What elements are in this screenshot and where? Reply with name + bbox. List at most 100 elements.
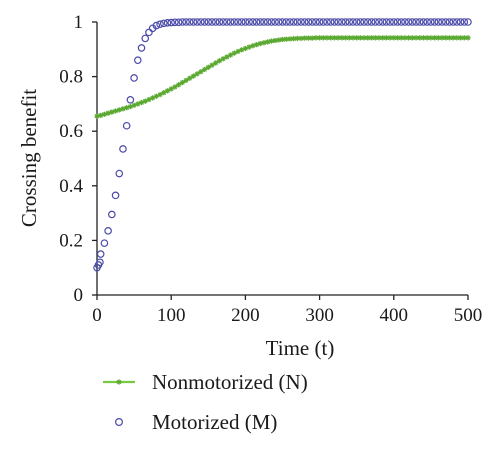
series-nonmotorized bbox=[94, 35, 471, 119]
nonmotorized-point bbox=[361, 35, 367, 41]
motorized-point bbox=[134, 56, 142, 65]
nonmotorized-point bbox=[261, 40, 267, 46]
nonmotorized-point bbox=[250, 43, 256, 49]
nonmotorized-point bbox=[98, 112, 104, 118]
motorized-point bbox=[156, 20, 164, 28]
motorized-point bbox=[319, 18, 328, 26]
motorized-point bbox=[456, 18, 465, 26]
nonmotorized-point bbox=[116, 107, 122, 113]
motorized-point bbox=[445, 18, 454, 26]
y-tick-label: 1 bbox=[74, 12, 84, 33]
nonmotorized-point bbox=[461, 35, 467, 41]
motorized-point bbox=[159, 19, 168, 28]
motorized-point bbox=[182, 18, 190, 26]
nonmotorized-point bbox=[179, 80, 185, 86]
motorized-point bbox=[185, 18, 194, 26]
motorized-point bbox=[315, 18, 324, 26]
motorized-point bbox=[297, 18, 305, 26]
motorized-point bbox=[260, 18, 268, 26]
motorized-point bbox=[438, 18, 446, 26]
motorized-point bbox=[430, 18, 439, 26]
nonmotorized-point bbox=[268, 38, 274, 44]
nonmotorized-line bbox=[96, 36, 468, 118]
motorized-point bbox=[204, 18, 213, 26]
motorized-point bbox=[252, 18, 261, 26]
y-tick-label: 0 bbox=[74, 285, 84, 306]
motorized-point bbox=[367, 18, 376, 26]
motorized-point bbox=[434, 18, 443, 26]
motorized-point bbox=[375, 18, 383, 26]
series-motorized bbox=[93, 18, 472, 272]
nonmotorized-point bbox=[101, 111, 108, 117]
motorized-point bbox=[145, 28, 153, 37]
nonmotorized-point bbox=[350, 35, 356, 41]
motorized-point bbox=[271, 18, 279, 26]
motorized-point bbox=[349, 18, 357, 26]
nonmotorized-point bbox=[265, 39, 271, 45]
nonmotorized-point bbox=[190, 73, 197, 79]
nonmotorized-point bbox=[120, 106, 126, 112]
motorized-point bbox=[104, 227, 112, 235]
motorized-point bbox=[96, 258, 104, 267]
motorized-point bbox=[234, 18, 242, 26]
x-tick-label: 500 bbox=[454, 305, 483, 326]
motorized-point bbox=[96, 250, 105, 258]
motorized-point bbox=[223, 18, 231, 26]
motorized-point bbox=[378, 18, 387, 26]
motorized-point bbox=[460, 18, 469, 26]
motorized-point bbox=[419, 18, 428, 26]
nonmotorized-point bbox=[94, 113, 100, 119]
nonmotorized-point bbox=[372, 35, 378, 41]
motorized-point bbox=[300, 18, 309, 26]
motorized-point bbox=[197, 18, 205, 26]
motorized-point bbox=[393, 18, 402, 26]
nonmotorized-point bbox=[198, 69, 204, 75]
nonmotorized-point bbox=[112, 108, 119, 114]
nonmotorized-point bbox=[443, 35, 449, 41]
motorized-point bbox=[341, 18, 350, 26]
nonmotorized-point bbox=[213, 60, 219, 66]
motorized-point bbox=[119, 145, 127, 153]
nonmotorized-point bbox=[424, 35, 430, 41]
motorized-point bbox=[423, 18, 431, 26]
nonmotorized-point bbox=[109, 109, 115, 115]
motorized-point bbox=[293, 18, 302, 26]
motorized-point bbox=[115, 169, 124, 178]
motorized-point bbox=[249, 18, 257, 26]
motorized-point bbox=[215, 18, 224, 26]
nonmotorized-point bbox=[176, 82, 182, 88]
legend-marker-motorized bbox=[114, 418, 123, 427]
nonmotorized-point bbox=[194, 71, 200, 77]
motorized-point bbox=[141, 34, 150, 43]
motorized-point bbox=[453, 18, 461, 26]
nonmotorized-point bbox=[409, 35, 415, 41]
x-tick-label: 200 bbox=[231, 305, 260, 326]
motorized-point bbox=[174, 18, 183, 27]
motorized-point bbox=[208, 18, 216, 26]
nonmotorized-point bbox=[365, 35, 371, 41]
legend-marker-nonmotorized bbox=[116, 379, 122, 385]
nonmotorized-point bbox=[201, 66, 208, 73]
motorized-point bbox=[219, 18, 227, 26]
motorized-point bbox=[330, 18, 339, 26]
x-tick-label: 400 bbox=[380, 305, 409, 326]
motorized-point bbox=[441, 18, 450, 26]
nonmotorized-point bbox=[435, 35, 441, 41]
series-layer bbox=[93, 18, 472, 272]
motorized-point bbox=[449, 18, 457, 26]
motorized-point bbox=[122, 121, 131, 130]
nonmotorized-point bbox=[320, 35, 326, 41]
motorized-point bbox=[178, 18, 187, 26]
x-tick-label: 100 bbox=[157, 305, 186, 326]
motorized-point bbox=[382, 18, 391, 26]
motorized-point bbox=[389, 18, 398, 26]
motorized-point bbox=[308, 18, 316, 26]
y-tick-label: 0.4 bbox=[59, 176, 83, 197]
y-tick-label: 0.2 bbox=[59, 230, 83, 251]
legend-item-nonmotorized: Nonmotorized (N) bbox=[103, 370, 308, 394]
motorized-point bbox=[338, 18, 346, 26]
motorized-point bbox=[282, 18, 291, 26]
x-tick-label: 0 bbox=[92, 305, 102, 326]
motorized-point bbox=[137, 44, 146, 52]
